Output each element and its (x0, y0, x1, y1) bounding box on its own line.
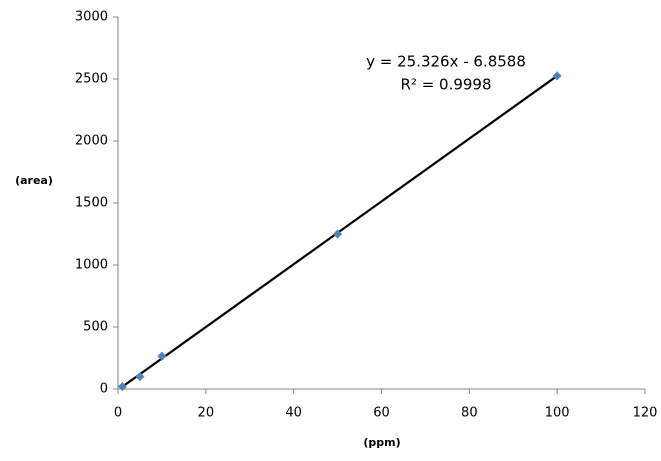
x-tick-label: 100 (545, 406, 570, 421)
x-tick-label: 20 (198, 406, 215, 421)
trendline-r2: R² = 0.9998 (400, 76, 491, 94)
x-tick-label: 0 (114, 406, 122, 421)
y-axis-title: (area) (15, 174, 53, 187)
y-tick-label: 3000 (75, 10, 108, 25)
x-tick-label: 60 (373, 406, 390, 421)
y-tick-label: 2000 (75, 134, 108, 149)
y-tick-label: 0 (100, 382, 108, 397)
point (135, 372, 145, 382)
x-tick-label: 120 (633, 406, 658, 421)
point (552, 71, 562, 81)
y-tick-label: 500 (83, 320, 108, 335)
trendline-equation: y = 25.326x - 6.8588 (366, 53, 526, 71)
x-axis-title: (ppm) (363, 436, 400, 449)
point (117, 382, 127, 392)
x-tick-label: 80 (461, 406, 478, 421)
trendline (121, 74, 558, 388)
point (157, 351, 167, 361)
point (333, 229, 343, 239)
y-tick-label: 1000 (75, 258, 108, 273)
x-tick-label: 40 (285, 406, 302, 421)
y-tick-label: 2500 (75, 72, 108, 87)
y-tick-label: 1500 (75, 196, 108, 211)
